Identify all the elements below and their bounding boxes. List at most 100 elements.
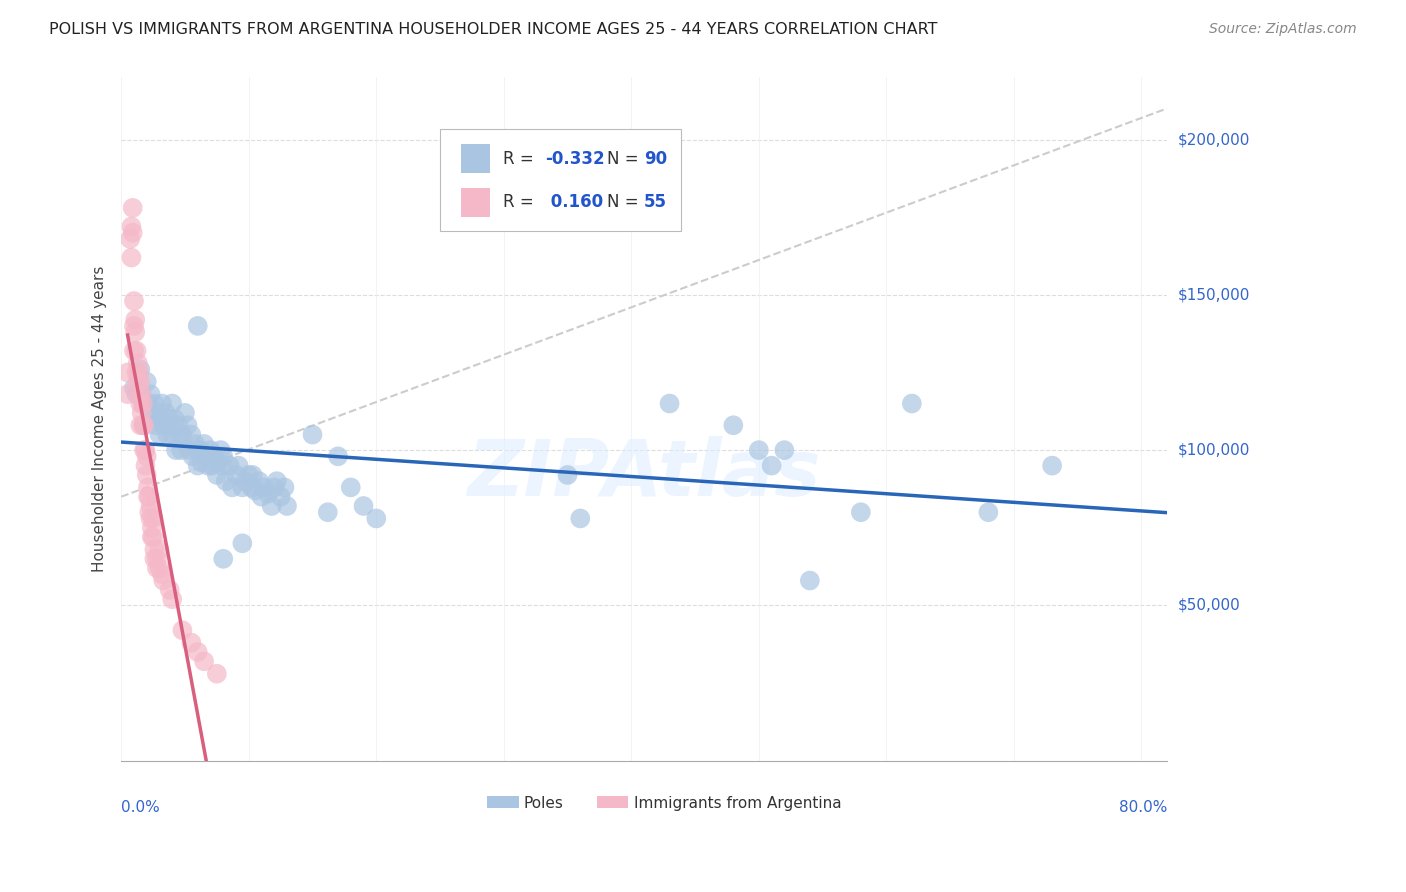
Point (134, 418, 156, 433)
Point (121, 201, 143, 215)
Point (122, 381, 145, 395)
Point (658, 396, 681, 410)
Text: $100,000: $100,000 (1178, 442, 1250, 458)
Point (243, 483, 266, 498)
Point (129, 418, 152, 433)
Point (157, 412, 180, 426)
Point (170, 443, 193, 458)
Point (231, 480, 253, 494)
Text: 80.0%: 80.0% (1119, 799, 1167, 814)
Point (142, 511, 165, 525)
Point (134, 396, 156, 410)
Point (273, 480, 295, 494)
Point (316, 505, 339, 519)
Point (117, 366, 139, 380)
Point (134, 418, 156, 433)
Point (159, 582, 181, 597)
Point (127, 375, 149, 389)
Point (263, 480, 285, 494)
Point (201, 458, 224, 473)
Point (901, 396, 924, 410)
Point (240, 480, 263, 494)
Point (143, 396, 166, 410)
Point (177, 443, 200, 458)
Point (122, 293, 145, 308)
Point (138, 505, 160, 519)
Point (124, 325, 146, 339)
Point (143, 542, 166, 557)
Point (557, 467, 579, 482)
Point (176, 418, 198, 433)
Point (135, 467, 157, 482)
Point (120, 219, 142, 234)
Point (849, 505, 872, 519)
Point (799, 574, 821, 588)
Point (172, 624, 194, 638)
Point (160, 396, 183, 410)
Point (748, 443, 770, 458)
Point (148, 561, 170, 575)
Text: POLISH VS IMMIGRANTS FROM ARGENTINA HOUSEHOLDER INCOME AGES 25 - 44 YEARS CORREL: POLISH VS IMMIGRANTS FROM ARGENTINA HOUS… (49, 22, 938, 37)
Point (132, 418, 155, 433)
Text: 55: 55 (644, 194, 666, 211)
Point (260, 499, 283, 513)
Point (212, 551, 235, 566)
Point (202, 450, 225, 464)
Point (184, 437, 207, 451)
Point (128, 366, 150, 380)
Point (181, 450, 204, 464)
Point (134, 458, 156, 473)
Point (205, 666, 228, 681)
Point (145, 418, 167, 433)
Point (148, 412, 170, 426)
Point (124, 312, 146, 326)
Point (117, 387, 139, 401)
FancyBboxPatch shape (461, 145, 491, 173)
Text: 90: 90 (644, 150, 668, 168)
Point (148, 542, 170, 557)
Text: $200,000: $200,000 (1178, 132, 1250, 147)
Point (122, 343, 145, 358)
Point (190, 456, 212, 470)
Point (132, 396, 155, 410)
Point (977, 505, 1000, 519)
Text: 0.0%: 0.0% (121, 799, 160, 814)
Point (134, 443, 156, 458)
Point (136, 490, 159, 504)
Point (225, 467, 247, 482)
Text: N =: N = (607, 150, 644, 168)
Text: N =: N = (607, 194, 644, 211)
Point (228, 458, 250, 473)
Point (242, 467, 264, 482)
Point (128, 387, 150, 401)
Point (139, 387, 162, 401)
Point (139, 511, 162, 525)
Point (180, 427, 202, 442)
Text: R =: R = (503, 194, 538, 211)
Point (233, 474, 256, 488)
Point (366, 511, 388, 525)
Text: $50,000: $50,000 (1178, 598, 1240, 613)
Point (150, 567, 173, 582)
Point (125, 387, 148, 401)
Point (221, 480, 243, 494)
Point (143, 551, 166, 566)
Point (122, 318, 145, 333)
Point (148, 427, 170, 442)
Point (270, 490, 292, 504)
Point (152, 574, 174, 588)
Point (160, 592, 183, 607)
Point (141, 530, 163, 544)
Text: -0.332: -0.332 (544, 150, 605, 168)
Point (339, 480, 361, 494)
Point (139, 499, 162, 513)
Point (200, 443, 222, 458)
Point (120, 251, 142, 265)
Point (131, 387, 153, 401)
Point (187, 645, 209, 659)
Point (129, 396, 152, 410)
Point (142, 530, 165, 544)
Point (146, 561, 169, 575)
Point (195, 450, 218, 464)
Point (218, 458, 240, 473)
